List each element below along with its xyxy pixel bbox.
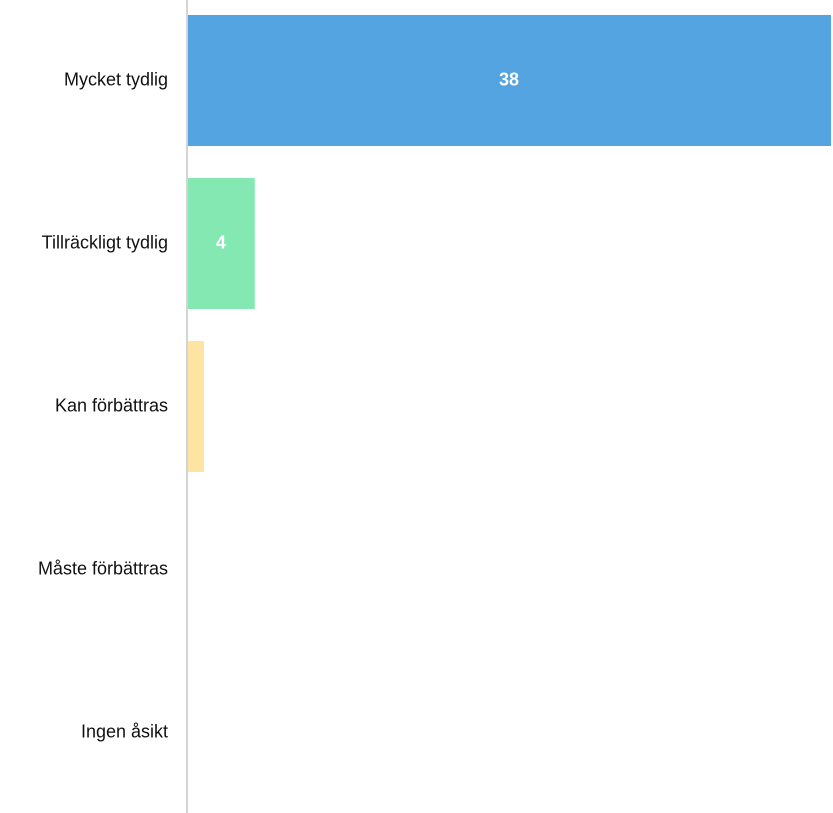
bar-value-label: 38 — [499, 69, 519, 89]
category-label: Mycket tydlig — [64, 69, 168, 89]
category-label: Tillräckligt tydlig — [42, 232, 168, 252]
bar[interactable] — [187, 15, 831, 146]
bar[interactable] — [187, 178, 255, 309]
bar-value-label: 4 — [216, 232, 226, 252]
category-labels: Mycket tydlig Tillräckligt tydlig Kan förb… — [38, 69, 168, 741]
bar[interactable] — [187, 341, 204, 472]
bars-layer: 38 4 — [187, 15, 831, 472]
category-label: Måste förbättras — [38, 558, 168, 578]
category-label: Ingen åsikt — [81, 721, 168, 741]
category-label: Kan förbättras — [55, 395, 168, 415]
